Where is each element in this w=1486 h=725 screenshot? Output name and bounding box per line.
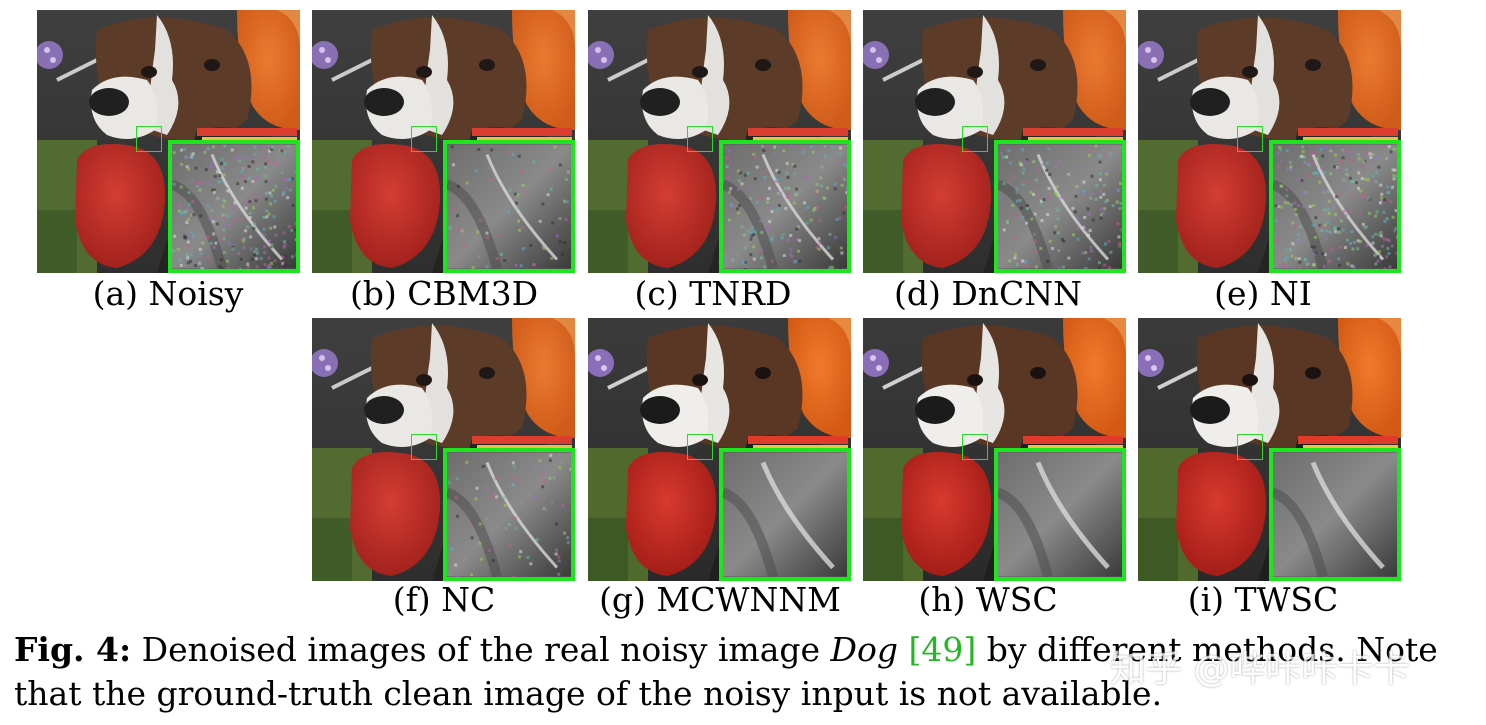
zoom-inset [719,448,851,581]
zoom-inset [168,140,300,273]
label-ni: (e) NI [1214,274,1312,313]
label-wsc: (h) WSC [918,580,1058,619]
label-nc: (f) NC [392,580,496,619]
label-cbm3d: (b) CBM3D [349,274,539,313]
figure-number: Fig. 4: [14,630,132,669]
roi-box [687,434,713,460]
panel-tnrd [588,10,851,273]
zoom-inset-image [447,144,571,269]
panel-ni [1138,10,1401,273]
panel-twsc [1138,318,1401,581]
label-twsc: (i) TWSC [1187,580,1339,619]
caption-image-name: Dog [830,630,898,669]
roi-box [1237,434,1263,460]
panel-noisy [37,10,300,273]
zoom-inset-image [998,144,1122,269]
zoom-inset-image [723,452,847,577]
label-tnrd: (c) TNRD [634,274,792,313]
caption-text-2: by different methods. Note that the grou… [14,630,1438,713]
watermark: 知乎 @哔咔咔卡卡 [1110,649,1410,690]
panel-cbm3d [312,10,575,273]
caption-text-1: Denoised images of the real noisy image [131,630,831,669]
label-mcwnnm: (g) MCWNNM [599,580,841,619]
zoom-inset-image [1273,452,1397,577]
zoom-inset-image [1273,144,1397,269]
dog-photo [312,318,575,581]
zoom-inset [443,448,575,581]
roi-box [411,434,437,460]
zoom-inset [1269,140,1401,273]
panel-wsc [863,318,1126,581]
figure-caption: Fig. 4: Denoised images of the real nois… [14,628,1474,716]
citation-link[interactable]: [49] [908,630,977,669]
zoom-inset [994,448,1126,581]
zoom-inset [1269,448,1401,581]
roi-box [687,126,713,152]
panel-nc [312,318,575,581]
zoom-inset-image [723,144,847,269]
panel-mcwnnm [588,318,851,581]
label-dncnn: (d) DnCNN [893,274,1083,313]
label-noisy: (a) Noisy [92,274,244,313]
zoom-inset [443,140,575,273]
panel-dncnn [863,10,1126,273]
roi-box [136,126,162,152]
zoom-inset [719,140,851,273]
zoom-inset-image [172,144,296,269]
roi-box [962,434,988,460]
zoom-inset [994,140,1126,273]
zoom-inset-image [447,452,571,577]
roi-box [411,126,437,152]
roi-box [962,126,988,152]
roi-box [1237,126,1263,152]
zoom-inset-image [998,452,1122,577]
